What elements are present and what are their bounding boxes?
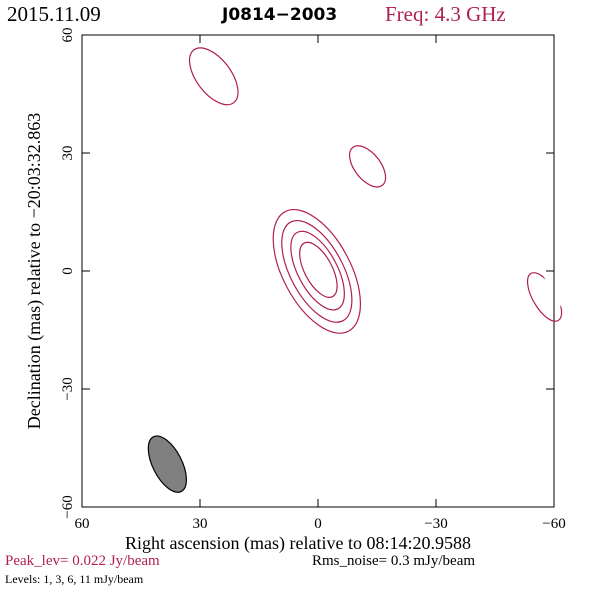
y-tick-label: 0 xyxy=(60,267,76,275)
contour-level-1 xyxy=(272,208,362,334)
contour-level-1 xyxy=(188,47,239,106)
contour-levels: Levels: 1, 3, 6, 11 mJy/beam xyxy=(5,572,144,586)
observation-date: 2015.11.09 xyxy=(7,2,101,26)
y-tick-label: 30 xyxy=(60,146,76,161)
rms-noise: Rms_noise= 0.3 mJy/beam xyxy=(312,553,476,569)
peak-level: Peak_lev= 0.022 Jy/beam xyxy=(5,553,160,569)
plot-frame xyxy=(81,34,555,508)
x-tick-label: 30 xyxy=(193,516,208,532)
beam-ellipse xyxy=(147,435,187,493)
x-tick-label: −30 xyxy=(424,516,447,532)
contour-level-1 xyxy=(348,145,387,188)
y-axis-label: Declination (mas) relative to −20:03:32.… xyxy=(24,113,45,430)
contour-level-6 xyxy=(290,230,345,311)
frequency-label: Freq: 4.3 GHz xyxy=(385,2,506,26)
x-tick-label: −60 xyxy=(542,516,565,532)
x-tick-label: 0 xyxy=(314,516,322,532)
contour-level-11 xyxy=(299,241,338,298)
x-tick-label: 60 xyxy=(75,516,90,532)
contour-level-3 xyxy=(281,219,353,323)
y-tick-label: −30 xyxy=(60,377,76,400)
y-tick-label: −60 xyxy=(60,495,76,518)
source-name: J0814−2003 xyxy=(222,5,338,25)
contour-level-1 xyxy=(526,272,563,322)
x-axis-label: Right ascension (mas) relative to 08:14:… xyxy=(125,533,471,554)
y-tick-label: 60 xyxy=(60,28,76,43)
